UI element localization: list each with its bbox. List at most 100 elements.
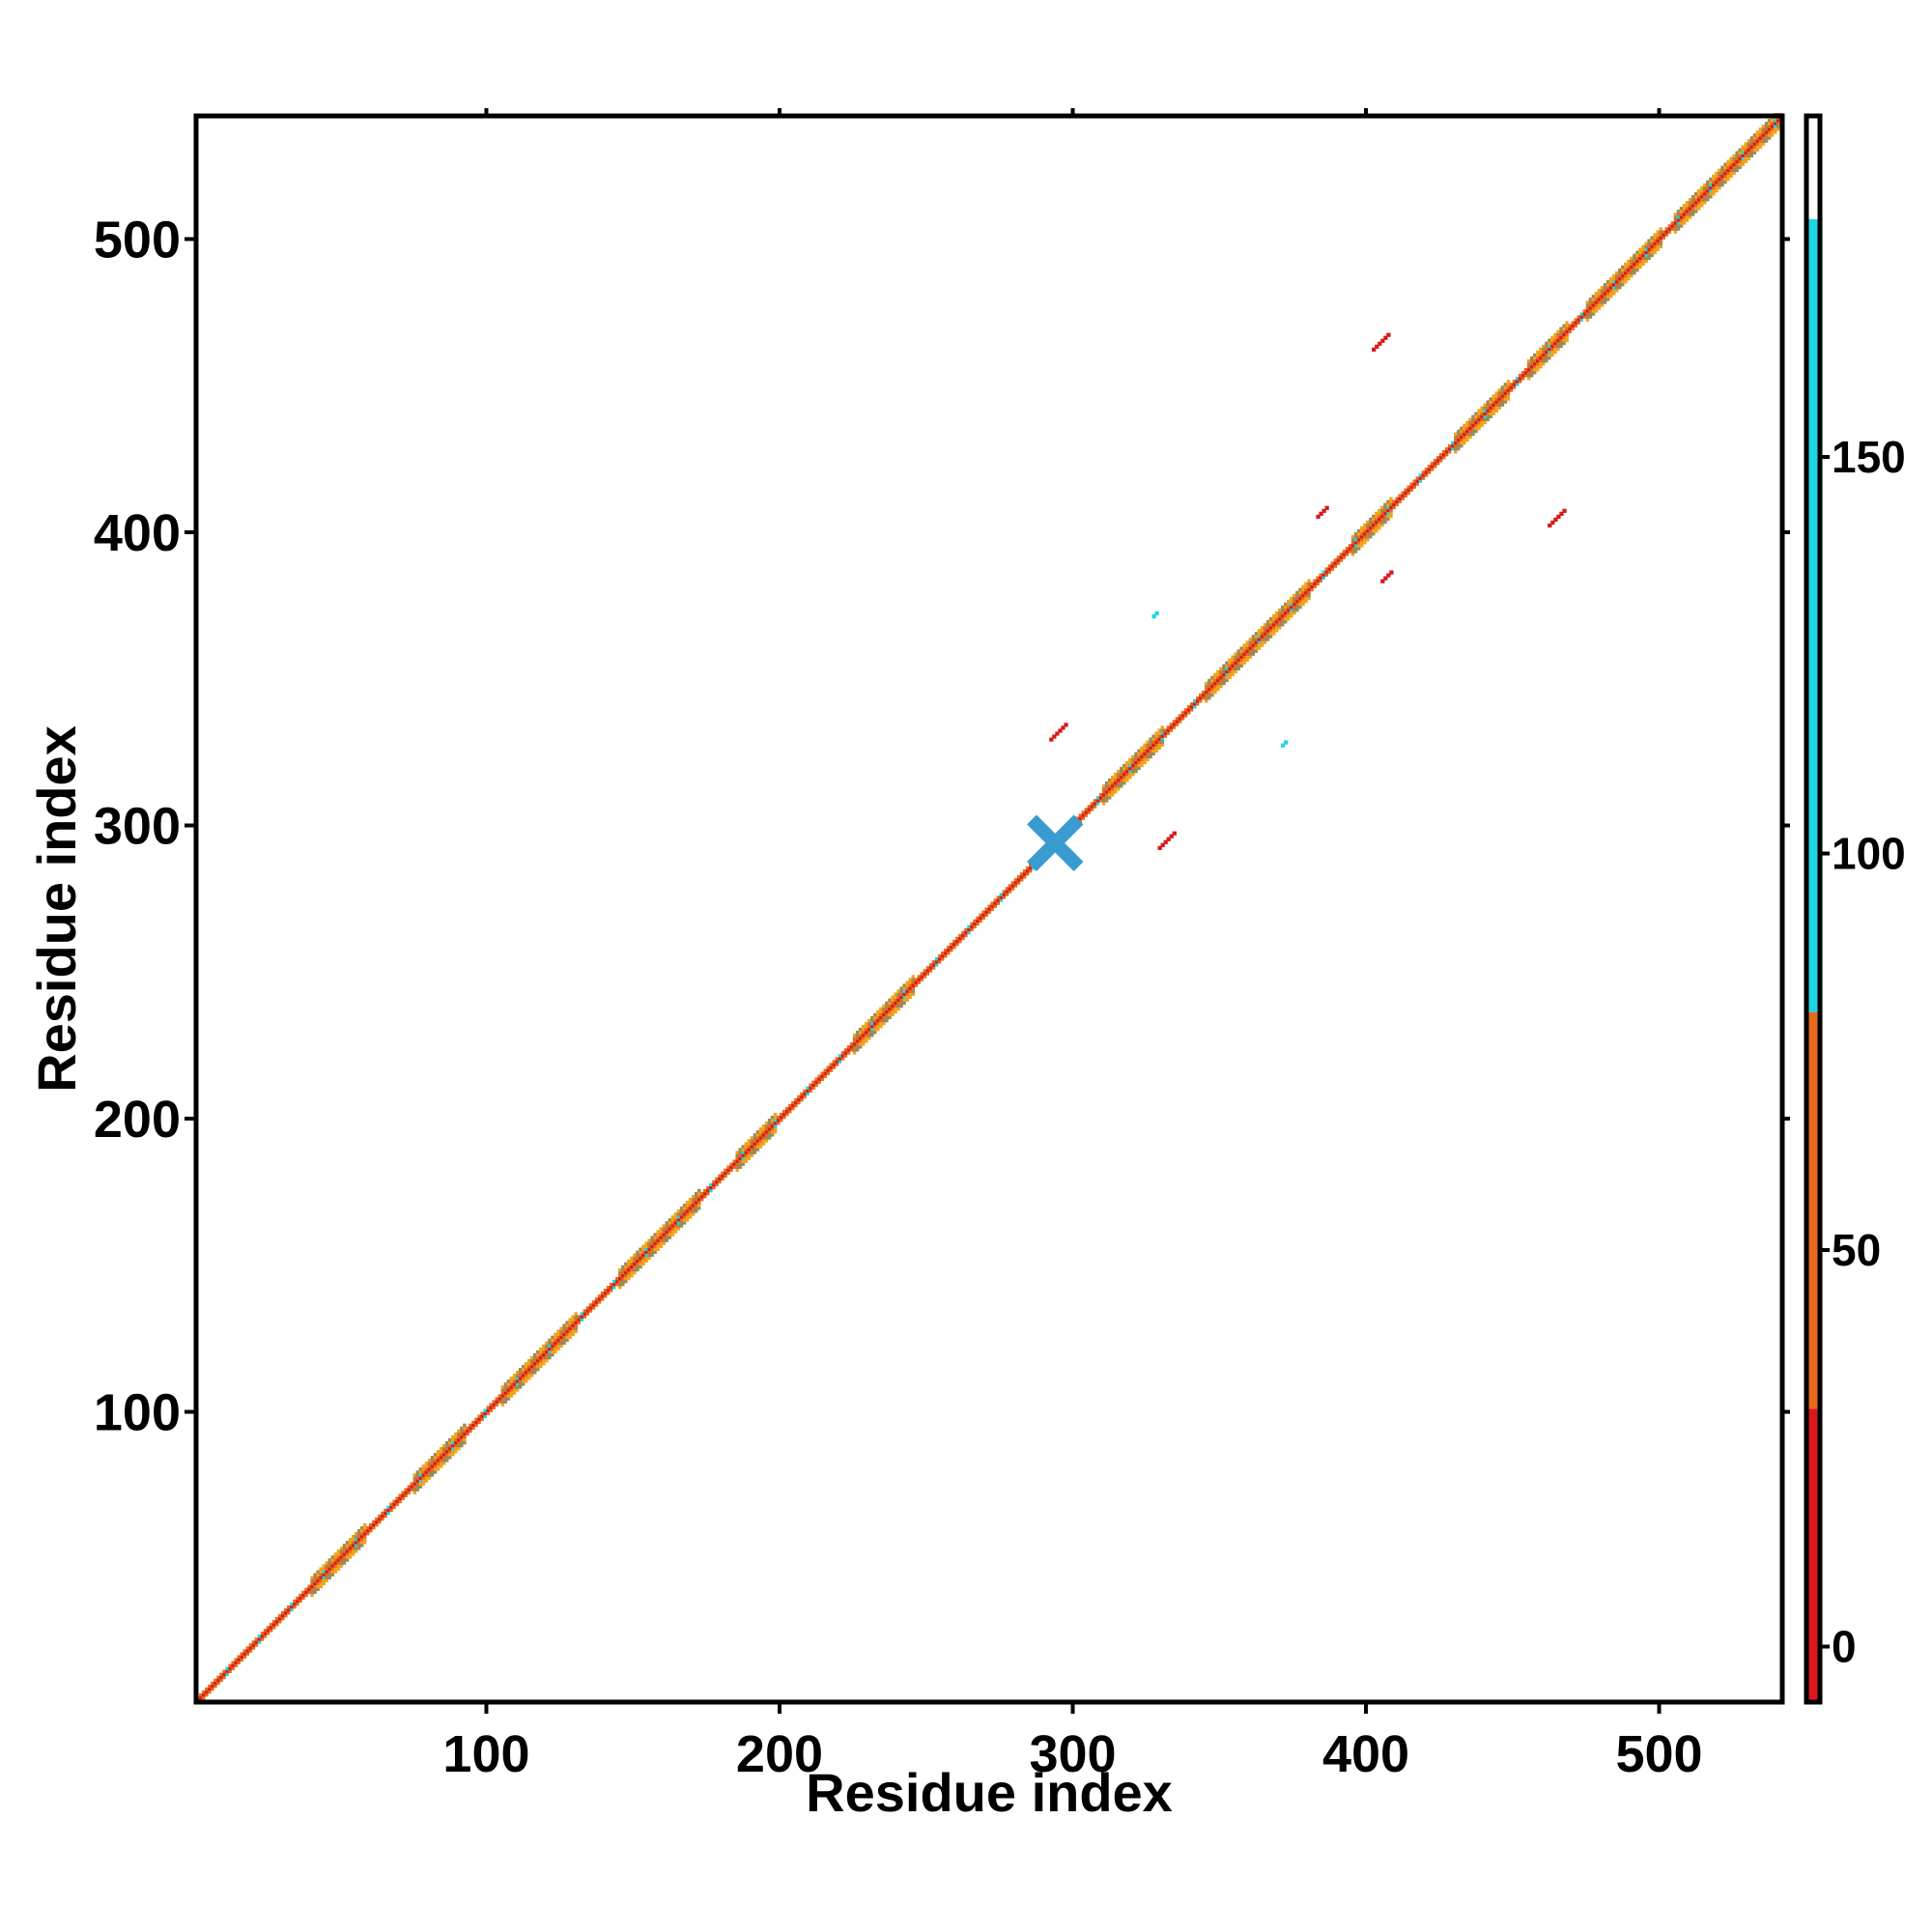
contact-cell [1618, 273, 1622, 278]
contact-cell [1565, 327, 1569, 330]
contact-cell [559, 1326, 563, 1330]
contact-cell [415, 1479, 420, 1483]
contact-cell [961, 930, 965, 935]
contact-cell [213, 1678, 217, 1683]
contact-cell [1600, 286, 1605, 290]
contact-cell [1236, 655, 1240, 659]
contact-cell [1638, 253, 1642, 258]
contact-cell [1738, 154, 1742, 157]
contact-cell [1389, 514, 1393, 519]
contact-cell [1234, 652, 1237, 656]
contact-cell [611, 1286, 616, 1290]
contact-cell [682, 1212, 687, 1216]
contact-cell [342, 1544, 347, 1548]
contact-cell [222, 1672, 226, 1677]
contact-cell [1752, 136, 1757, 140]
contact-cell [899, 995, 903, 999]
contact-cell [1242, 658, 1246, 662]
contact-cell [1395, 499, 1399, 504]
contact-cell [896, 998, 900, 1003]
contact-cell [1245, 658, 1250, 662]
contact-cell [345, 1541, 350, 1545]
contact-cell [1389, 497, 1393, 501]
contact-cell [471, 1426, 475, 1431]
contact-cell [870, 1024, 874, 1029]
contact-cell [1460, 440, 1463, 445]
contact-cell [1545, 350, 1548, 355]
contact-cell [354, 1538, 358, 1542]
colorbar-tick-label: 0 [1832, 1622, 1857, 1672]
contact-cell [281, 1610, 285, 1615]
contact-cell [342, 1549, 347, 1553]
contact-cell [1685, 218, 1690, 222]
contact-cell [764, 1136, 769, 1140]
contact-cell [1231, 672, 1235, 677]
contact-cell [644, 1250, 648, 1255]
contact-cell [245, 1649, 250, 1653]
contact-cell [1624, 270, 1628, 275]
contact-cell [1409, 485, 1413, 489]
contact-cell [1536, 350, 1540, 355]
contact-cell [1378, 526, 1381, 530]
contact-cell [457, 1432, 461, 1436]
contact-cell [764, 1133, 769, 1137]
contact-cell [436, 1467, 440, 1471]
contact-cell [336, 1555, 341, 1559]
contact-cell [1542, 353, 1546, 357]
contact-cell [767, 1133, 772, 1137]
contact-cell [1726, 159, 1730, 163]
contact-cell [879, 1018, 883, 1023]
contact-cell [1172, 720, 1177, 724]
contact-cell [849, 1042, 854, 1046]
contact-cell [1280, 617, 1285, 621]
contact-cell [899, 986, 903, 990]
contact-cell [1248, 649, 1253, 653]
contact-cell [1248, 638, 1253, 641]
contact-cell [1559, 335, 1563, 340]
contact-cell [1263, 635, 1267, 639]
contact-cell [1257, 632, 1262, 636]
contact-cell [894, 992, 897, 996]
contact-cell [345, 1544, 350, 1548]
contact-cell [375, 1520, 379, 1524]
contact-cell [1526, 358, 1531, 363]
contact-cell [1644, 259, 1648, 264]
contact-cell [556, 1338, 560, 1343]
contact-cell [539, 1358, 543, 1363]
contact-cell [492, 1400, 496, 1404]
contact-cell [1682, 207, 1687, 211]
contact-cell [310, 1590, 314, 1595]
contact-cell [908, 983, 912, 987]
contact-cell [670, 1215, 675, 1219]
contact-cell [1709, 188, 1713, 193]
contact-cell [574, 1318, 578, 1321]
contact-cell [568, 1332, 572, 1337]
contact-cell [330, 1564, 335, 1568]
contact-cell [621, 1279, 625, 1284]
contact-cell [691, 1209, 696, 1213]
contact-cell [542, 1347, 546, 1351]
contact-cell [885, 1004, 889, 1009]
contact-cell [1585, 315, 1590, 319]
contact-cell [298, 1596, 302, 1601]
contact-cell [1293, 608, 1296, 612]
contact-cell [855, 1048, 860, 1052]
contact-cell [460, 1426, 464, 1431]
contact-cell [797, 1094, 801, 1099]
contact-cell [882, 1015, 886, 1020]
contact-cell [1213, 678, 1217, 683]
contact-cell [662, 1227, 667, 1231]
contact-cell [363, 1528, 367, 1533]
contact-cell [512, 1388, 517, 1392]
contact-cell [460, 1440, 464, 1445]
contact-cell [721, 1177, 724, 1181]
contact-cell [378, 1514, 382, 1519]
contact-cell [858, 1030, 863, 1035]
heatmap-layer [196, 112, 1783, 1703]
contact-cell [955, 936, 959, 941]
contact-cell [849, 1045, 854, 1049]
contact-cell [1448, 446, 1452, 451]
contact-cell [987, 907, 991, 911]
contact-cell [363, 1525, 367, 1530]
contact-cell [545, 1344, 549, 1349]
